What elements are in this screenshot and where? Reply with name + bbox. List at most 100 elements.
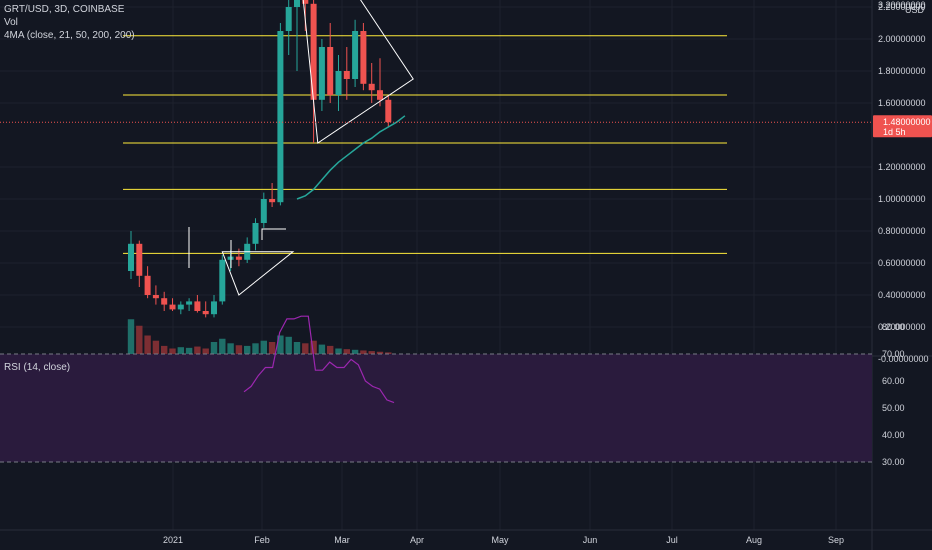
volume-bar	[335, 348, 342, 355]
volume-bar	[302, 343, 309, 355]
rsi-tick-label: 70.00	[882, 349, 905, 359]
candle-body	[385, 99, 392, 123]
volume-bar	[360, 350, 367, 355]
candle-body	[128, 243, 134, 271]
volume-bar	[268, 342, 276, 355]
volume-bar	[144, 335, 151, 355]
volume-bar	[277, 335, 284, 355]
price-tick-label: 0.80000000	[878, 226, 926, 236]
volume-bars	[127, 319, 392, 355]
volume-bar	[202, 348, 209, 355]
candle-body	[310, 3, 317, 100]
symbol-legend[interactable]: GRT/USD, 3D, COINBASE	[4, 4, 125, 15]
volume-bar	[310, 340, 317, 355]
time-tick-label: Sep	[828, 535, 844, 545]
price-tick-label: 1.60000000	[878, 98, 926, 108]
time-tick-label: Mar	[334, 535, 350, 545]
volume-bar	[185, 347, 193, 355]
price-axis[interactable]: 3.20000000USD3.000000002.800000002.60000…	[873, 0, 932, 364]
volume-bar	[293, 342, 301, 355]
price-axis-unit: USD	[905, 5, 925, 15]
volume-bar	[127, 319, 135, 355]
candle-body	[377, 90, 383, 100]
candle-body	[327, 47, 334, 95]
volume-bar	[343, 349, 350, 355]
time-tick-label: May	[491, 535, 509, 545]
price-tick-label: -0.00000000	[878, 354, 929, 364]
candle-body	[335, 71, 342, 95]
volume-bar	[210, 342, 218, 355]
candle-body	[152, 295, 159, 299]
volume-bar	[327, 345, 334, 355]
ma-legend[interactable]: 4MA (close, 21, 50, 200, 200)	[4, 30, 135, 41]
volume-bar	[136, 325, 143, 355]
candle-body	[260, 199, 267, 223]
time-tick-label: Feb	[254, 535, 270, 545]
horizontal-levels[interactable]	[123, 35, 727, 254]
candle-body	[269, 199, 276, 203]
price-tick-label: 0.20000000	[878, 322, 926, 332]
candle-body	[136, 243, 143, 276]
volume-bar	[351, 349, 359, 355]
volume-bar	[177, 347, 184, 355]
time-tick-label: 2021	[163, 535, 183, 545]
rsi-tick-label: 60.00	[882, 376, 905, 386]
rsi-legend[interactable]: RSI (14, close)	[4, 362, 71, 373]
volume-bar	[260, 340, 267, 355]
price-axis-top-label: 3.20000000	[878, 0, 926, 10]
triangle-patterns[interactable]	[0, 0, 872, 296]
rsi-band	[0, 354, 872, 462]
price-tick-label: 2.00000000	[878, 34, 926, 44]
candle-body	[144, 275, 151, 295]
ascending-triangle	[221, 251, 295, 296]
candle-body	[352, 31, 359, 79]
price-badge-value: 1.48000000	[883, 117, 931, 127]
price-tick-label: 0.40000000	[878, 290, 926, 300]
time-tick-label: Aug	[746, 535, 762, 545]
time-axis[interactable]: 2021 Feb Mar Apr May Jun Jul Aug Sep	[163, 535, 844, 545]
price-tick-label: 1.80000000	[878, 66, 926, 76]
volume-bar	[194, 346, 201, 355]
rsi-line	[243, 315, 395, 404]
volume-bar	[252, 343, 259, 355]
candle-body	[285, 7, 292, 31]
time-tick-label: Apr	[410, 535, 424, 545]
candle-body	[277, 31, 284, 203]
volume-bar	[161, 345, 168, 355]
candle-body	[161, 298, 168, 305]
candle-body	[169, 304, 176, 310]
rsi-tick-label: 40.00	[882, 430, 905, 440]
volume-bar	[227, 343, 234, 355]
price-badge	[873, 115, 932, 138]
candle-body	[177, 304, 184, 310]
volume-bar	[285, 336, 292, 355]
price-tick-label: 1.20000000	[878, 162, 926, 172]
volume-bar	[376, 351, 384, 355]
candle-body	[302, 0, 309, 4]
volume-bar	[368, 351, 375, 355]
candle-body	[360, 31, 367, 84]
candle-body	[343, 71, 350, 79]
candle-body	[368, 83, 375, 91]
volume-bar	[244, 345, 251, 355]
volume-bar	[219, 338, 226, 355]
candle-body	[202, 311, 209, 315]
volume-bar	[235, 345, 243, 355]
candle-body	[211, 301, 217, 315]
volume-bar	[152, 340, 160, 355]
rsi-tick-label: 50.00	[882, 403, 905, 413]
candlesticks	[128, 0, 392, 318]
volume-legend[interactable]: Vol	[4, 17, 18, 28]
moving-average	[296, 115, 406, 200]
volume-bar	[318, 344, 326, 355]
rsi-tick-label: 30.00	[882, 457, 905, 467]
time-tick-label: Jul	[666, 535, 678, 545]
descending-triangle	[302, 0, 414, 144]
price-tick-label: 1.00000000	[878, 194, 926, 204]
candle-body	[235, 256, 242, 260]
price-tick-label: 0.60000000	[878, 258, 926, 268]
candle-body	[252, 223, 259, 244]
rsi-tick-label: 80.00	[882, 322, 905, 332]
price-badge-countdown: 1d 5h	[883, 127, 906, 137]
